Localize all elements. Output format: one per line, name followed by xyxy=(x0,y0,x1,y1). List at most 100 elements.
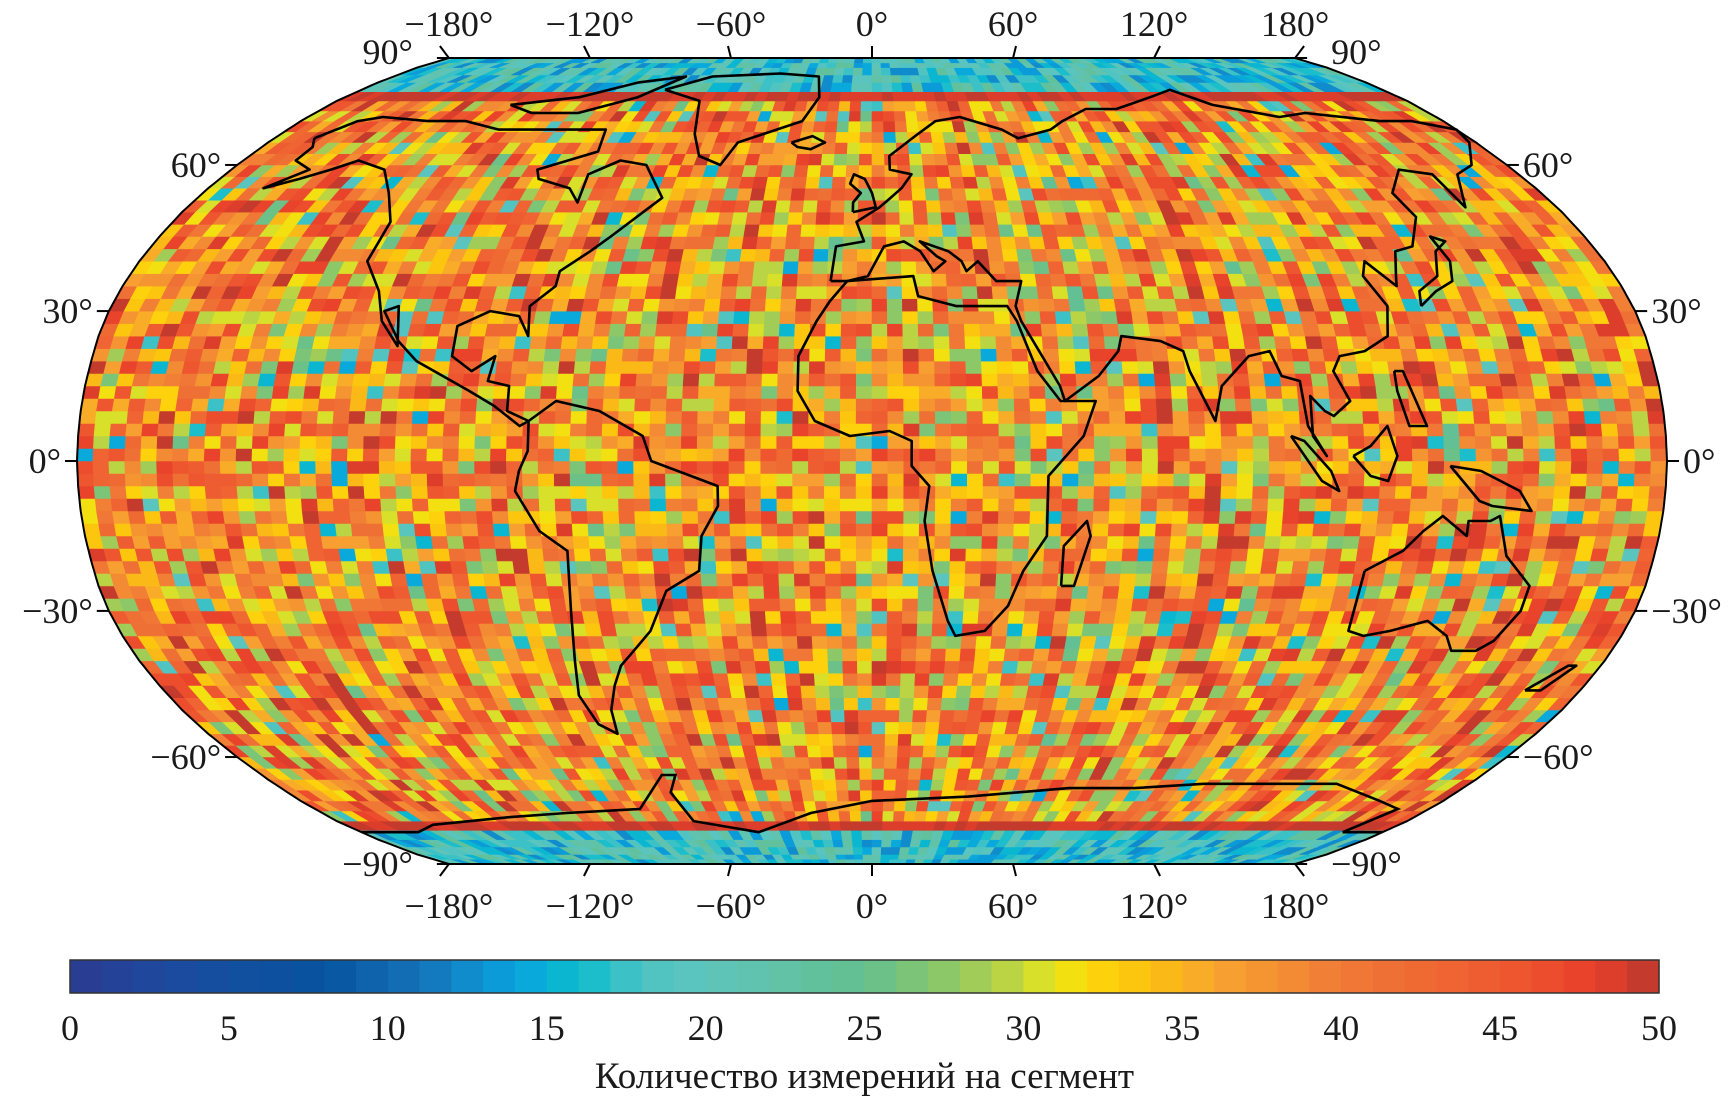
grid-cell xyxy=(1253,310,1272,324)
grid-cell xyxy=(911,721,927,735)
grid-cell xyxy=(808,756,823,769)
grid-cell xyxy=(213,360,233,374)
grid-cell xyxy=(761,360,779,374)
grid-cell xyxy=(731,560,748,574)
grid-cell xyxy=(641,598,659,612)
grid-cell xyxy=(754,745,771,758)
grid-cell xyxy=(538,498,556,512)
grid-cell xyxy=(1431,560,1451,574)
grid-cell xyxy=(1537,485,1556,499)
grid-cell xyxy=(745,385,763,399)
grid-cell xyxy=(381,510,399,524)
grid-cell xyxy=(681,423,698,437)
grid-cell xyxy=(1096,623,1115,637)
grid-cell xyxy=(903,523,920,537)
grid-cell xyxy=(529,335,548,349)
grid-cell xyxy=(840,385,857,399)
grid-cell xyxy=(637,560,655,574)
grid-cell xyxy=(237,410,256,424)
grid-cell xyxy=(887,548,904,562)
grid-cell xyxy=(1036,623,1054,637)
grid-cell xyxy=(779,598,797,612)
grid-cell xyxy=(685,335,703,349)
grid-cell xyxy=(1498,535,1518,549)
grid-cell xyxy=(1536,410,1554,424)
grid-cell xyxy=(886,648,902,662)
grid-cell xyxy=(395,423,413,437)
grid-cell xyxy=(813,672,830,686)
grid-cell xyxy=(840,548,857,562)
grid-cell xyxy=(469,585,489,599)
grid-cell xyxy=(673,298,691,312)
grid-cell xyxy=(792,373,810,387)
grid-cell xyxy=(762,348,780,362)
grid-cell xyxy=(1026,573,1044,587)
grid-cell xyxy=(1029,523,1046,537)
grid-cell xyxy=(1561,535,1581,549)
grid-cell xyxy=(467,335,486,349)
grid-cell xyxy=(889,854,900,860)
grid-cell xyxy=(980,360,998,374)
grid-cell xyxy=(1198,560,1216,574)
grid-cell xyxy=(1600,423,1619,437)
grid-cell xyxy=(147,373,167,387)
grid-cell xyxy=(399,535,418,549)
grid-cell xyxy=(859,789,873,802)
grid-cell xyxy=(690,623,708,637)
grid-cell xyxy=(604,535,622,549)
grid-cell xyxy=(964,573,982,587)
grid-cell xyxy=(752,733,769,746)
grid-cell xyxy=(614,623,633,637)
grid-cell xyxy=(588,535,606,549)
grid-cell xyxy=(1548,523,1567,537)
grid-cell xyxy=(1062,435,1079,449)
grid-cell xyxy=(840,829,853,840)
grid-cell xyxy=(529,573,548,587)
grid-cell xyxy=(1215,548,1233,562)
grid-cell xyxy=(590,560,609,574)
grid-cell xyxy=(1030,460,1048,474)
grid-cell xyxy=(780,285,798,299)
grid-cell xyxy=(871,846,882,855)
grid-cell xyxy=(1156,485,1175,499)
grid-cell xyxy=(949,548,967,562)
grid-cell xyxy=(573,548,592,562)
grid-cell xyxy=(445,523,464,537)
grid-cell xyxy=(1024,310,1042,324)
grid-cell xyxy=(1237,598,1257,612)
grid-cell xyxy=(1108,398,1126,412)
grid-cell xyxy=(1046,448,1064,462)
grid-cell xyxy=(1141,485,1159,499)
grid-cell xyxy=(1237,448,1254,462)
grid-cell xyxy=(950,423,968,437)
grid-cell xyxy=(951,473,968,487)
grid-cell xyxy=(1093,423,1111,437)
grid-cell xyxy=(1275,348,1295,362)
grid-cell xyxy=(1125,460,1143,474)
grid-cell xyxy=(1280,385,1299,399)
grid-cell xyxy=(957,672,974,686)
grid-cell xyxy=(994,323,1012,337)
grid-cell xyxy=(172,435,190,449)
grid-cell xyxy=(1252,473,1270,487)
grid-cell xyxy=(1554,473,1572,487)
grid-cell xyxy=(871,373,889,387)
grid-cell xyxy=(712,672,730,686)
grid-cell xyxy=(1089,560,1107,574)
grid-cell xyxy=(1627,523,1646,537)
grid-cell xyxy=(79,498,97,512)
grid-cell xyxy=(1366,573,1386,587)
grid-cell xyxy=(540,385,558,399)
grid-cell xyxy=(251,460,269,474)
grid-cell xyxy=(1400,560,1419,574)
grid-cell xyxy=(1362,410,1380,424)
grid-cell xyxy=(933,323,950,337)
grid-cell xyxy=(802,709,819,723)
grid-cell xyxy=(208,523,227,537)
grid-cell xyxy=(734,298,752,312)
grid-cell xyxy=(776,410,794,424)
grid-cell xyxy=(933,756,949,769)
grid-cell xyxy=(1093,435,1111,449)
grid-cell xyxy=(871,697,887,711)
grid-cell xyxy=(629,285,648,299)
